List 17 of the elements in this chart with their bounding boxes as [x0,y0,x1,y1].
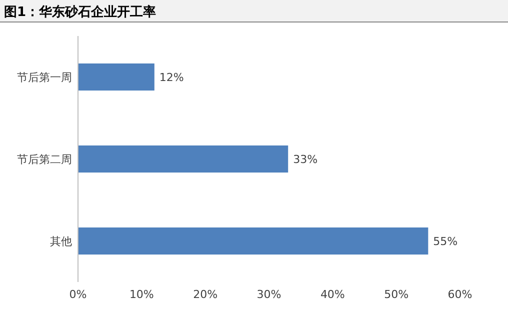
data-label: 12% [159,71,184,84]
y-tick-label: 其他 [50,235,72,248]
bar [78,227,428,255]
x-tick-label: 20% [193,288,218,301]
y-tick-label: 节后第二周 [17,153,72,166]
x-tick-label: 10% [129,288,154,301]
x-tick-label: 40% [320,288,345,301]
bar [78,145,288,173]
data-label: 33% [293,153,318,166]
x-tick-label: 50% [384,288,409,301]
x-tick-label: 60% [448,288,472,301]
chart-title: 图1：华东砂石企业开工率 [4,4,156,20]
x-tick-label: 0% [69,288,87,301]
data-label: 55% [433,235,458,248]
bar [78,63,154,91]
x-tick-label: 30% [256,288,282,301]
y-tick-label: 节后第一周 [17,71,72,84]
